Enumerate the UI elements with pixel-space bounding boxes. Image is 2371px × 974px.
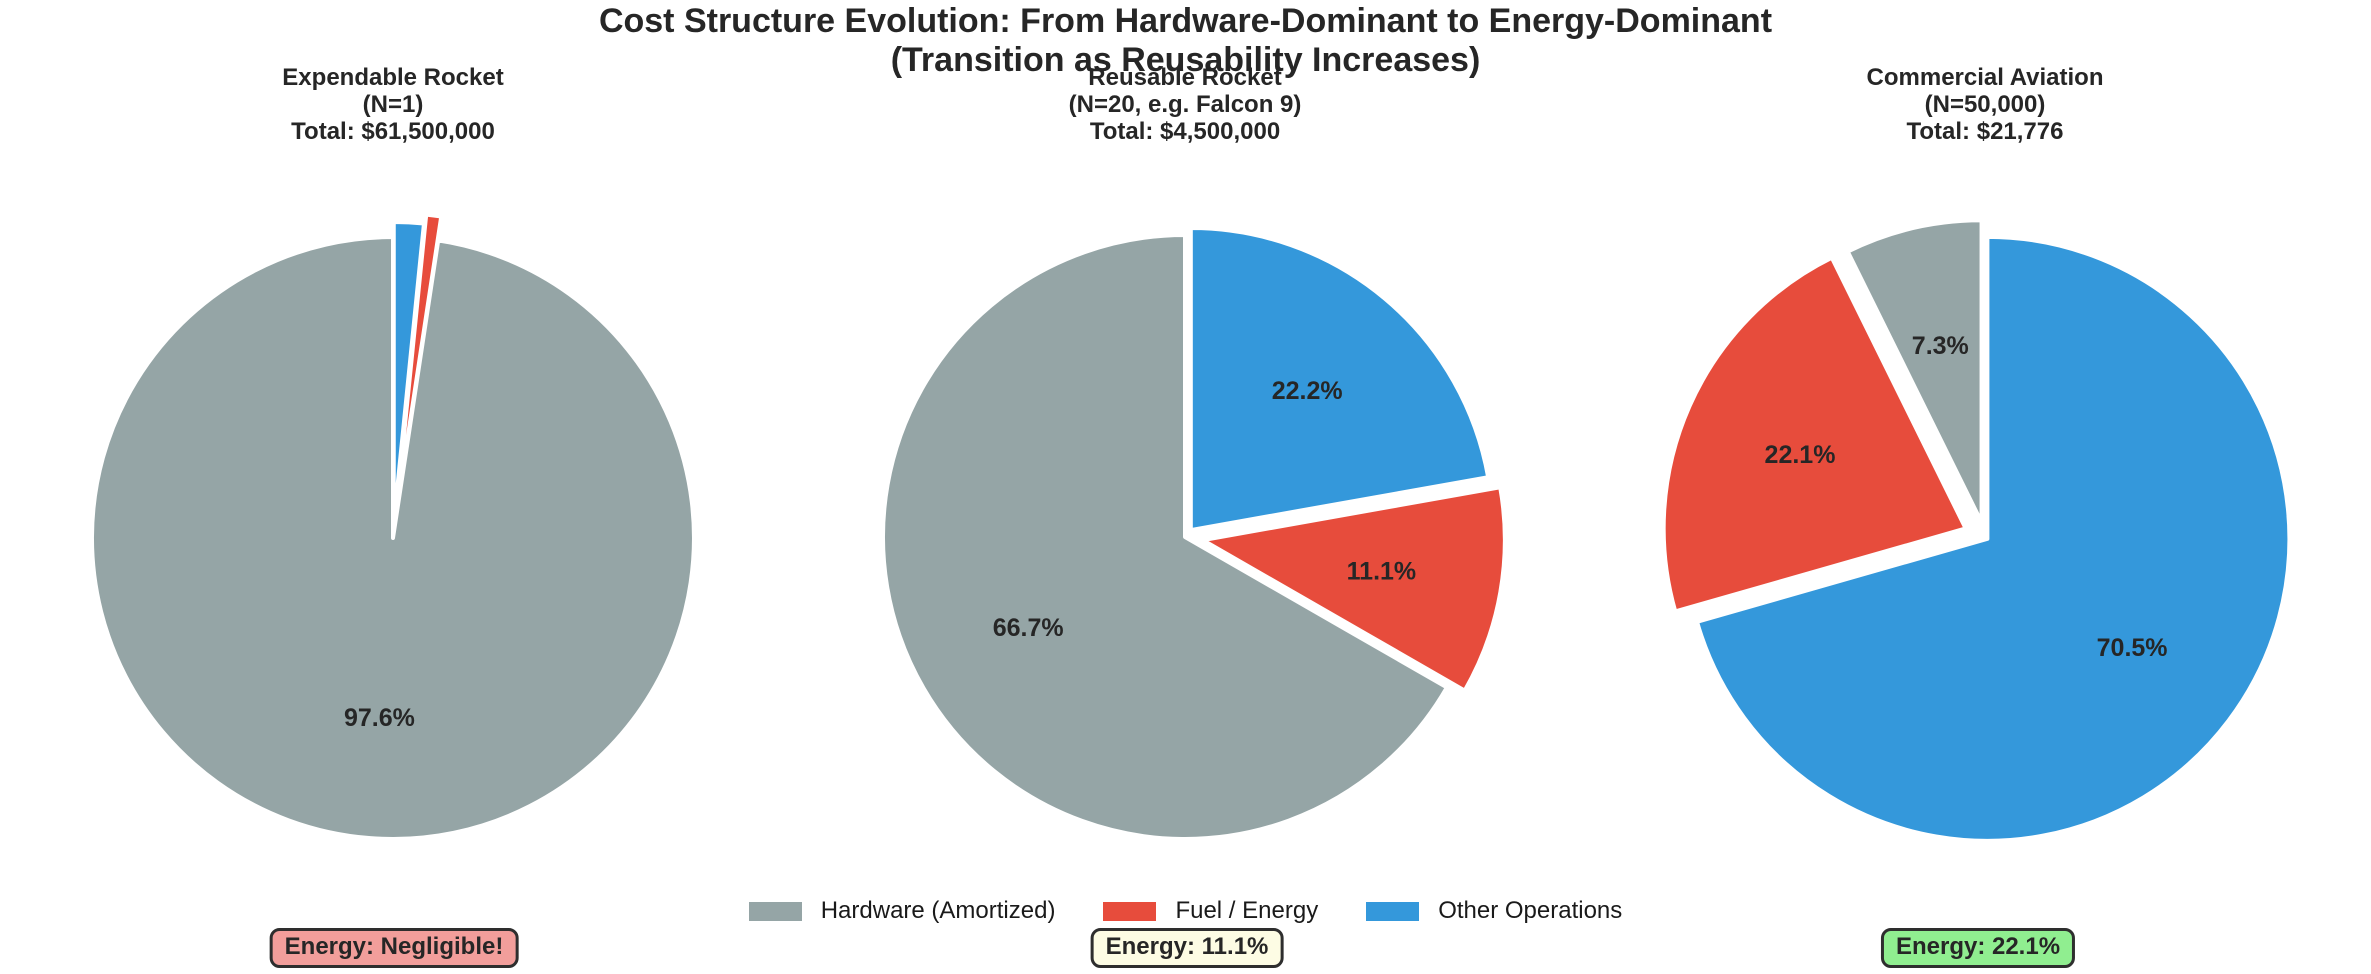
- subtitle-line: Reusable Rocket: [1088, 64, 1282, 91]
- pie-3-pct-label-other: 70.5%: [2097, 634, 2168, 662]
- legend-item-other: Other Operations: [1366, 897, 1622, 925]
- pie-2-wedge-hardware: [881, 233, 1449, 841]
- annotation-energy-22-1: Energy: 22.1%: [1880, 928, 2076, 968]
- subtitle-commercial-aviation: Commercial Aviation (N=50,000) Total: $2…: [1867, 64, 2104, 145]
- pie-2-wedge-other: [1188, 226, 1491, 533]
- other-swatch-icon: [1366, 901, 1420, 921]
- annotation-energy-negligible: Energy: Negligible!: [269, 928, 519, 968]
- pie-2-pct-label-hardware: 66.7%: [993, 614, 1064, 642]
- pie-3-pct-label-fuel: 22.1%: [1765, 441, 1836, 469]
- pie-1-wedge-fuel: [394, 212, 444, 517]
- legend: Hardware (Amortized) Fuel / Energy Other…: [0, 897, 2371, 925]
- legend-label: Other Operations: [1438, 897, 1623, 924]
- subtitle-line: (N=20, e.g. Falcon 9): [1068, 91, 1302, 118]
- subtitle-line: Total: $4,500,000: [1089, 118, 1281, 145]
- subtitle-line: (N=50,000): [1924, 91, 2046, 118]
- pie-3-wedge-other: [1695, 234, 2292, 843]
- subtitle-line: (N=1): [362, 91, 424, 118]
- pie-2-wedge-fuel: [1200, 485, 1507, 693]
- legend-item-hardware: Hardware (Amortized): [748, 897, 1056, 925]
- subtitle-line: Total: $61,500,000: [291, 118, 495, 145]
- pie-1-wedge-hardware: [89, 235, 696, 841]
- legend-label: Hardware (Amortized): [820, 897, 1056, 924]
- legend-item-fuel: Fuel / Energy: [1103, 897, 1318, 925]
- subtitle-expendable-rocket: Expendable Rocket (N=1) Total: $61,500,0…: [282, 64, 503, 145]
- pie-1-wedge-other: [391, 219, 426, 525]
- pie-3-wedge-fuel: [1661, 255, 1968, 614]
- figure-title-line1: Cost Structure Evolution: From Hardware-…: [598, 2, 1773, 40]
- hardware-swatch-icon: [748, 901, 802, 921]
- pie-1-pct-label-hardware: 97.6%: [344, 704, 415, 732]
- pie-2-pct-label-fuel: 11.1%: [1347, 557, 1417, 585]
- subtitle-line: Commercial Aviation: [1866, 64, 2104, 91]
- figure-title-line2: (Transition as Reusability Increases): [890, 41, 1481, 79]
- pie-2-pct-label-other: 22.2%: [1272, 377, 1343, 405]
- subtitle-reusable-rocket: Reusable Rocket (N=20, e.g. Falcon 9) To…: [1069, 64, 1302, 145]
- pie-3-wedge-hardware: [1845, 218, 1984, 525]
- fuel-swatch-icon: [1103, 901, 1157, 921]
- subtitle-line: Total: $21,776: [1906, 118, 2064, 145]
- pie-3-pct-label-hardware: 7.3%: [1912, 332, 1969, 360]
- annotation-energy-11-1: Energy: 11.1%: [1090, 928, 1284, 968]
- legend-label: Fuel / Energy: [1175, 897, 1319, 924]
- subtitle-line: Expendable Rocket: [282, 64, 504, 91]
- figure-title: Cost Structure Evolution: From Hardware-…: [0, 2, 2371, 80]
